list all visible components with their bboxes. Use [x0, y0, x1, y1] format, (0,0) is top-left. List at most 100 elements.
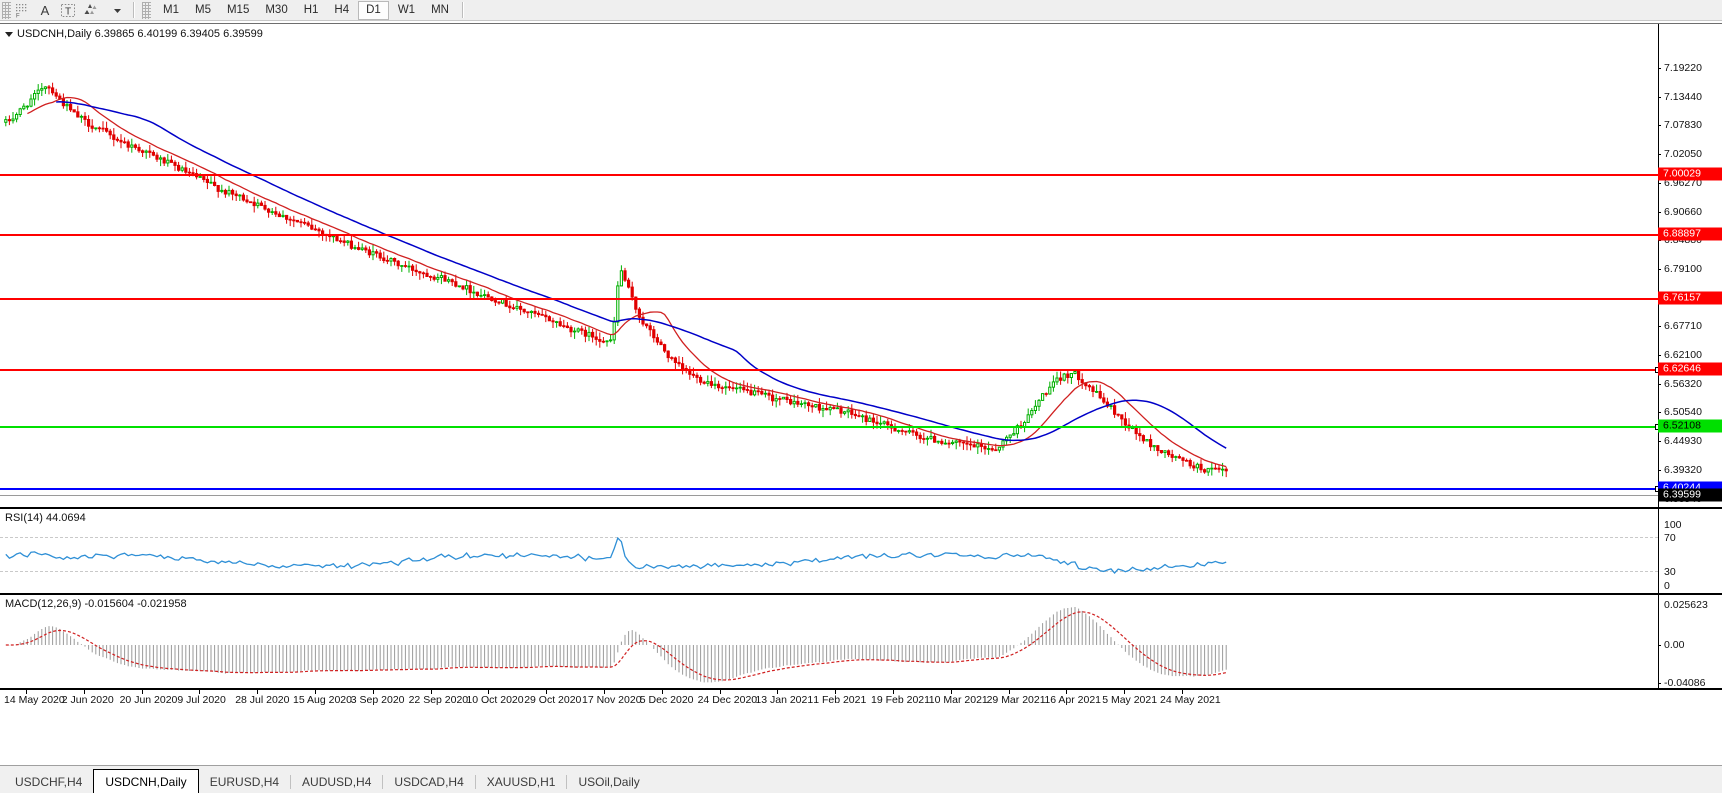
date-label: 29 Mar 2021: [986, 694, 1046, 706]
toolbar-divider-2: [461, 2, 464, 18]
rsi-tick-30: 30: [1664, 566, 1676, 578]
date-label: 13 Jan 2021: [755, 694, 814, 706]
date-tick: [1124, 690, 1126, 694]
chevron-down-icon[interactable]: [106, 1, 128, 20]
date-label: 16 Apr 2021: [1044, 694, 1102, 706]
macd-plot: [0, 595, 1658, 688]
timeframe-mn[interactable]: MN: [431, 4, 449, 16]
date-tick: [604, 690, 605, 694]
macd-indicator-label: MACD(12,26,9) -0.015604 -0.021958: [5, 598, 187, 610]
date-label: 2 Jun 2020: [61, 694, 114, 706]
date-tick: [199, 690, 201, 694]
toolbar-divider: [133, 2, 135, 18]
timeframe-drag-handle[interactable]: [142, 1, 151, 19]
date-tick: [83, 690, 85, 694]
date-tick: [315, 690, 316, 694]
level-line-7.00029[interactable]: [0, 174, 1658, 176]
pane-collapse-icon[interactable]: [5, 31, 13, 37]
date-label: 10 Oct 2020: [466, 694, 524, 706]
date-label: 24 May 2021: [1160, 694, 1221, 706]
text-object-icon[interactable]: T: [56, 1, 80, 20]
price-tag-6.76157: 6.76157: [1658, 291, 1722, 305]
date-axis[interactable]: 14 May 2020 2 Jun 2020 20 Jun 2020 9 Jul 20…: [0, 689, 1722, 711]
level-line-6.62646[interactable]: [0, 367, 1661, 373]
toolbar-drag-handle[interactable]: [2, 1, 11, 19]
rsi-tick-100: 100: [1664, 519, 1682, 531]
tab-usdcnh-daily[interactable]: USDCNH,Daily: [93, 769, 199, 793]
timeframe-h1[interactable]: H1: [303, 4, 319, 16]
price-tick-6.79100: 6.79100: [1658, 263, 1702, 275]
price-tick-6.62100: 6.62100: [1658, 349, 1702, 361]
main-toolbar: F A T M1 M5 M15 M30 H1 H4 D1 W1 MN: [0, 0, 1722, 21]
tab-usoil-daily[interactable]: USOil,Daily: [578, 775, 640, 789]
date-label: 10 Mar 2021: [928, 694, 988, 706]
macd-scale: 0.025623 0.00 -0.04086: [1658, 595, 1722, 689]
date-tick: [777, 690, 779, 694]
price-plot: [0, 24, 1658, 507]
timeframe-m5[interactable]: M5: [194, 4, 211, 16]
timeframe-m1[interactable]: M1: [163, 4, 179, 16]
date-tick: [372, 690, 374, 694]
timeframe-group: M1 M5 M15 M30 H1 H4 D1 W1 MN: [155, 0, 457, 20]
level-line-6.88897[interactable]: [0, 234, 1658, 236]
level-line-6.52108[interactable]: [0, 424, 1661, 430]
text-label-icon[interactable]: A: [40, 2, 50, 18]
chart-window[interactable]: USDCNH,Daily 6.39865 6.40199 6.39405 6.3…: [0, 23, 1722, 763]
price-tick-7.02050: 7.02050: [1658, 148, 1702, 160]
rsi-line: [5, 536, 1227, 574]
tab-divider: [566, 775, 568, 789]
rsi-plot: [0, 509, 1658, 593]
price-tick-6.67710: 6.67710: [1658, 320, 1702, 332]
price-pane[interactable]: USDCNH,Daily 6.39865 6.40199 6.39405 6.3…: [0, 24, 1722, 508]
crosshair-grid-icon[interactable]: F: [11, 1, 34, 20]
svg-text:F: F: [16, 13, 20, 18]
timeframe-m30[interactable]: M30: [265, 4, 288, 16]
timeframe-h4[interactable]: H4: [334, 4, 350, 16]
level-line-6.40244[interactable]: [0, 486, 1661, 492]
bid-price-tag: 6.39599: [1658, 488, 1722, 502]
date-label: 9 Jul 2020: [177, 694, 226, 706]
date-label: 19 Feb 2021: [871, 694, 930, 706]
macd-pane[interactable]: MACD(12,26,9) -0.015604 -0.021958 0.0256…: [0, 594, 1722, 689]
timeframe-d1[interactable]: D1: [358, 0, 389, 20]
price-axis-line: [1658, 24, 1659, 507]
date-label: 20 Jun 2020: [119, 694, 178, 706]
macd-tick-0.025623: 0.025623: [1664, 599, 1708, 611]
tab-xauusd-h1[interactable]: XAUUSD,H1: [486, 775, 556, 789]
tab-eurusd-h4[interactable]: EURUSD,H4: [209, 775, 280, 789]
date-label: 5 Dec 2020: [639, 694, 694, 706]
price-scale[interactable]: 7.19220 7.13440 7.07830 7.02050 6.96270 6.906…: [1658, 24, 1722, 507]
price-tag-6.62646: 6.62646: [1658, 362, 1722, 376]
price-tick-6.44930: 6.44930: [1658, 435, 1702, 447]
macd-tick--0.04086: -0.04086: [1658, 677, 1705, 689]
date-tick: [950, 690, 952, 694]
date-label: 15 Aug 2020: [293, 694, 352, 706]
rsi-tick-70: 70: [1664, 532, 1676, 544]
tab-divider: [474, 775, 476, 789]
price-tick-6.50540: 6.50540: [1658, 406, 1702, 418]
price-tick-7.19220: 7.19220: [1658, 62, 1702, 74]
macd-axis-line: [1658, 595, 1659, 688]
date-tick: [26, 690, 27, 694]
timeframe-m15[interactable]: M15: [226, 4, 250, 16]
tab-divider: [382, 775, 384, 789]
date-tick: [546, 690, 548, 694]
tab-usdcad-h4[interactable]: USDCAD,H4: [394, 775, 464, 789]
date-tick: [1182, 690, 1183, 694]
rsi-pane[interactable]: RSI(14) 44.0694 100 70 30 0: [0, 508, 1722, 594]
date-label: 28 Jul 2020: [235, 694, 290, 706]
price-tag-6.52108: 6.52108: [1658, 419, 1722, 433]
rsi-scale: 100 70 30 0: [1658, 509, 1722, 593]
date-label: 3 Sep 2020: [350, 694, 405, 706]
level-line-6.76157[interactable]: [0, 298, 1658, 300]
price-tag-6.88897: 6.88897: [1658, 227, 1722, 241]
price-tick-7.07830: 7.07830: [1658, 119, 1702, 131]
tab-divider: [290, 775, 292, 789]
shapes-icon[interactable]: [80, 1, 105, 20]
tab-usdchf-h4[interactable]: USDCHF,H4: [15, 775, 83, 789]
rsi-axis-line: [1658, 509, 1659, 593]
timeframe-w1[interactable]: W1: [397, 4, 416, 16]
tab-audusd-h4[interactable]: AUDUSD,H4: [302, 775, 372, 789]
chart-tab-bar: USDCHF,H4 USDCNH,Daily EURUSD,H4 AUDUSD,H4 U…: [0, 765, 1722, 793]
date-tick: [1008, 690, 1010, 694]
